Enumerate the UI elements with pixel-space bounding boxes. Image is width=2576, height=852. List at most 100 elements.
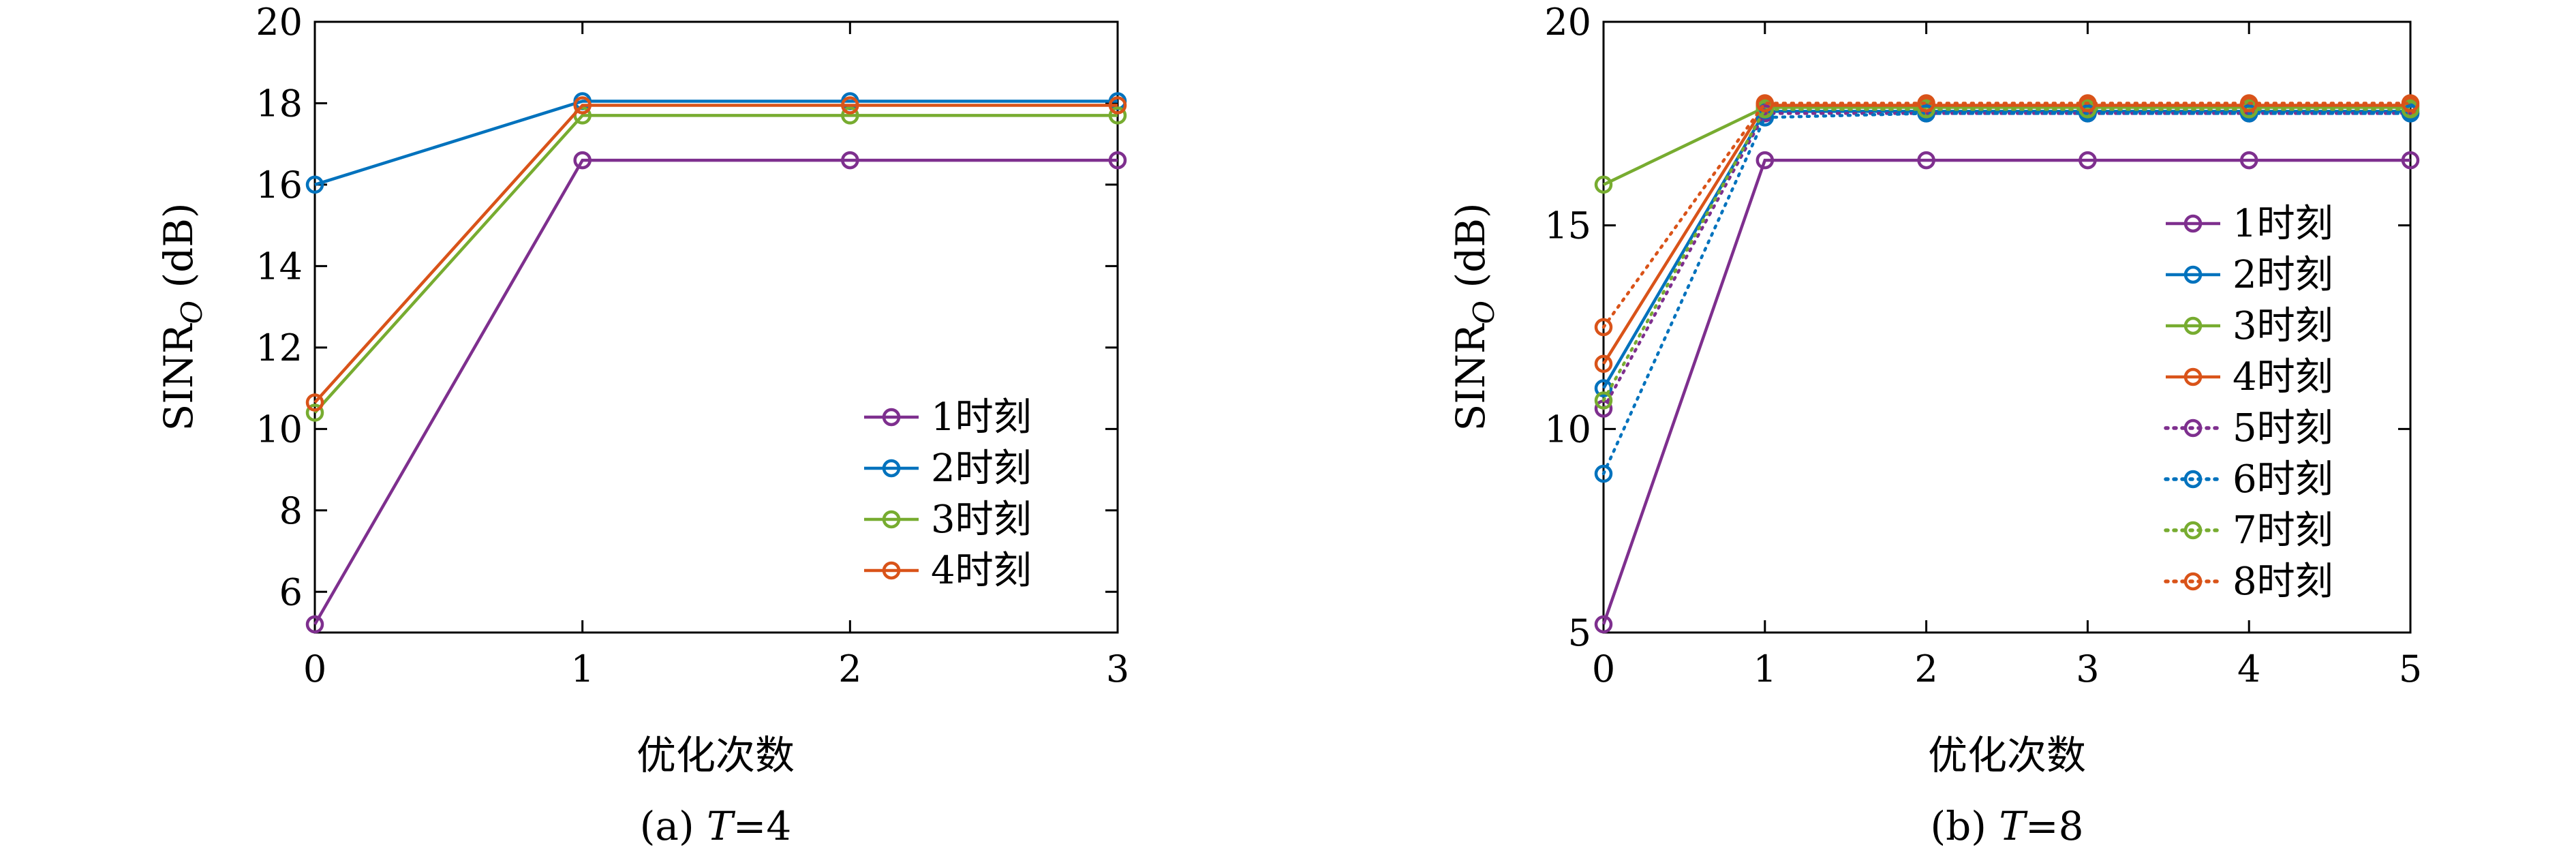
- data-point-a-4-1: [573, 96, 592, 115]
- legend-label-b-4: 4时刻: [2233, 355, 2333, 399]
- caption-var-b: T: [1999, 803, 2028, 849]
- y-tick-label-a-2: 10: [256, 408, 303, 451]
- series-line-b-3: [1603, 106, 2410, 186]
- legend-label-a-4: 4时刻: [931, 549, 1032, 593]
- data-point-a-1-0: [305, 615, 324, 634]
- data-point-b-1-5: [2401, 151, 2420, 170]
- data-point-b-8-1: [1755, 94, 1775, 112]
- chart-panel-a: SINRO (dB) 优化次数 (a) T=4 0 1 2 3681012141618…: [155, 1, 1129, 849]
- legend-b: 1时刻 2时刻 3时刻 4时刻 5时刻 6时刻 7时刻 8时刻: [2164, 202, 2333, 604]
- data-point-b-8-5: [2401, 94, 2420, 112]
- y-axis-label-unit-a: (dB): [155, 203, 202, 301]
- legend-marker-b-4: [2183, 367, 2203, 386]
- legend-label-b-2: 2时刻: [2233, 253, 2333, 297]
- y-tick-label-a-7: 20: [256, 1, 303, 44]
- x-tick-label-a-2: 2: [838, 648, 861, 690]
- data-point-b-1-2: [1917, 151, 1935, 170]
- legend-marker-b-5: [2183, 419, 2203, 438]
- data-point-b-4-0: [1594, 354, 1613, 374]
- legend-marker-a-1: [882, 408, 901, 427]
- data-point-b-7-1: [1755, 100, 1775, 119]
- caption-prefix-a: (a): [640, 803, 707, 849]
- data-point-b-1-1: [1755, 151, 1775, 170]
- x-tick-label-b-0: 0: [1592, 648, 1615, 690]
- legend-marker-a-2: [882, 459, 901, 478]
- legend-label-a-1: 1时刻: [931, 395, 1032, 440]
- y-tick-label-a-5: 16: [256, 164, 303, 207]
- legend-marker-b-1: [2183, 214, 2203, 233]
- legend-label-b-1: 1时刻: [2233, 202, 2333, 246]
- caption-suffix-a: =4: [733, 803, 792, 849]
- data-point-b-8-0: [1594, 318, 1613, 337]
- series-line-b-8: [1601, 102, 2412, 329]
- x-axis-label-b: 优化次数: [1928, 732, 2086, 778]
- legend-label-b-5: 5时刻: [2233, 406, 2333, 451]
- data-point-b-1-3: [2079, 151, 2097, 170]
- y-tick-label-a-1: 8: [279, 489, 303, 532]
- series-line-b-1: [1601, 158, 2410, 625]
- x-axis-label-a: 优化次数: [637, 732, 795, 778]
- data-point-b-3-0: [1594, 175, 1613, 194]
- series-line-a-4: [313, 104, 1118, 404]
- series-b-2: [1594, 102, 2420, 397]
- data-point-b-8-4: [2239, 94, 2258, 112]
- legend-marker-b-7: [2183, 521, 2203, 540]
- data-point-a-1-1: [573, 151, 592, 170]
- data-point-a-4-3: [1108, 96, 1127, 115]
- legend-label-b-6: 6时刻: [2233, 457, 2333, 502]
- legend-marker-b-6: [2183, 470, 2203, 489]
- caption-suffix-b: =8: [2025, 803, 2084, 849]
- x-tick-label-b-1: 1: [1753, 648, 1777, 690]
- x-tick-label-a-3: 3: [1106, 648, 1129, 690]
- x-tick-label-a-1: 1: [570, 648, 594, 690]
- y-axis-label-sub-a: O: [175, 301, 209, 324]
- legend-marker-b-8: [2183, 572, 2203, 591]
- legend-label-a-3: 3时刻: [931, 498, 1032, 542]
- data-point-a-1-3: [1108, 151, 1127, 170]
- data-point-b-1-0: [1594, 615, 1613, 634]
- data-point-a-3-0: [305, 404, 324, 422]
- y-tick-label-a-6: 18: [256, 82, 303, 125]
- caption-b: (b) T=8: [1930, 803, 2083, 849]
- y-axis-label-a: SINRO (dB): [155, 203, 209, 431]
- legend-label-a-2: 2时刻: [931, 446, 1032, 491]
- series-line-b-5: [1601, 112, 2412, 410]
- caption-a: (a) T=4: [640, 803, 791, 849]
- data-point-a-1-2: [841, 151, 859, 170]
- legend-marker-a-3: [882, 510, 901, 529]
- y-tick-label-b-3: 20: [1544, 1, 1591, 44]
- chart-panel-b: SINRO (dB) 优化次数 (b) T=8 0 1 2 3 4 5 5 10 15 20 1时刻…: [1447, 1, 2422, 849]
- data-point-b-8-3: [2079, 94, 2097, 112]
- x-tick-label-b-5: 5: [2399, 648, 2422, 690]
- y-axis-label-unit-b: (dB): [1447, 203, 1494, 301]
- series-line-b-4: [1602, 104, 2410, 365]
- series-a-3: [305, 106, 1127, 422]
- x-tick-label-a-0: 0: [303, 648, 326, 690]
- plot-area-a: [313, 20, 1119, 634]
- data-point-a-3-2: [841, 106, 859, 125]
- series-line-a-1: [313, 158, 1118, 626]
- y-tick-label-a-3: 12: [256, 326, 303, 369]
- data-point-a-4-2: [841, 96, 859, 115]
- y-tick-label-a-4: 14: [256, 245, 303, 288]
- data-point-b-7-2: [1917, 100, 1935, 119]
- series-a-4: [305, 96, 1127, 412]
- x-tick-label-b-4: 4: [2237, 648, 2260, 690]
- series-line-b-7: [1601, 108, 2412, 402]
- series-a-2: [305, 92, 1127, 194]
- data-point-b-2-0: [1594, 379, 1613, 397]
- y-axis-label-main-a: SINR: [155, 322, 202, 431]
- legend-marker-b-3: [2183, 316, 2203, 335]
- data-point-a-3-3: [1108, 106, 1127, 125]
- data-point-b-7-5: [2401, 100, 2420, 119]
- data-point-a-4-0: [305, 393, 324, 412]
- y-axis-label-main-b: SINR: [1447, 322, 1494, 431]
- legend-label-b-8: 8时刻: [2233, 560, 2333, 604]
- series-a-1: [305, 151, 1127, 634]
- data-point-a-2-0: [305, 175, 324, 194]
- y-axis-label-b: SINRO (dB): [1447, 203, 1501, 431]
- legend-marker-a-4: [882, 561, 901, 580]
- data-point-b-8-2: [1917, 94, 1935, 112]
- series-line-a-3: [313, 114, 1118, 414]
